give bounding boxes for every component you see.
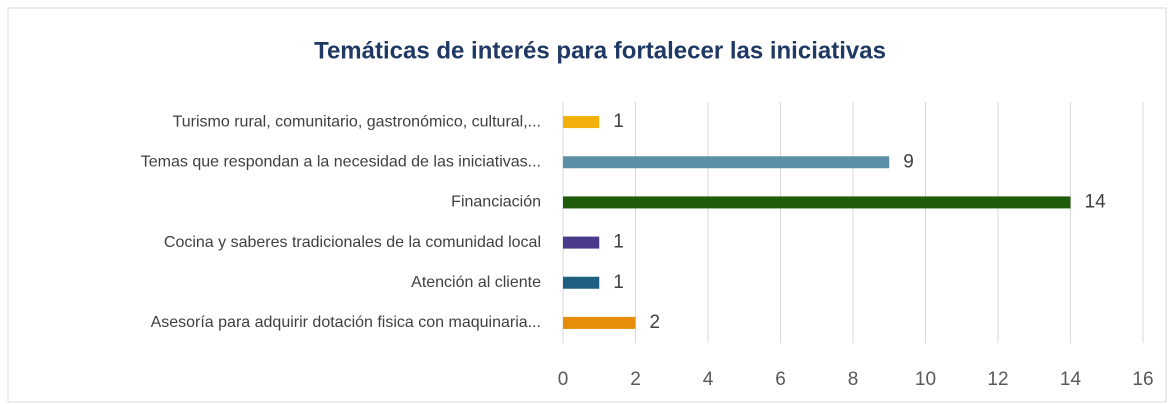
y-tick-label: Cocina y saberes tradicionales de la com… — [164, 234, 541, 251]
x-tick-label: 2 — [630, 369, 641, 390]
value-label: 2 — [650, 312, 661, 333]
value-label: 14 — [1085, 191, 1107, 212]
x-tick-label: 6 — [775, 369, 786, 390]
bar — [563, 196, 1071, 209]
bar — [563, 276, 600, 289]
y-tick-label: Atención al cliente — [411, 274, 541, 291]
bar — [563, 316, 636, 329]
x-tick-label: 14 — [1060, 369, 1082, 390]
bar — [563, 236, 600, 249]
x-tick-label: 10 — [915, 369, 936, 390]
value-label: 1 — [613, 272, 624, 293]
x-tick-label: 16 — [1132, 369, 1153, 390]
y-tick-label: Asesoría para adquirir dotación fisica c… — [151, 314, 541, 331]
value-label: 1 — [613, 111, 624, 132]
value-label: 1 — [613, 232, 624, 253]
y-tick-label: Turismo rural, comunitario, gastronómico… — [173, 113, 541, 130]
x-tick-label: 12 — [987, 369, 1008, 390]
y-tick-label: Temas que respondan a la necesidad de la… — [141, 153, 541, 170]
y-tick-label: Financiación — [451, 194, 541, 211]
bar — [563, 156, 890, 169]
x-tick-label: 4 — [703, 369, 714, 390]
x-tick-label: 0 — [558, 369, 569, 390]
chart-title: Temáticas de interés para fortalecer las… — [314, 37, 886, 64]
x-tick-label: 8 — [848, 369, 859, 390]
value-label: 9 — [903, 151, 914, 172]
bar — [563, 116, 600, 129]
